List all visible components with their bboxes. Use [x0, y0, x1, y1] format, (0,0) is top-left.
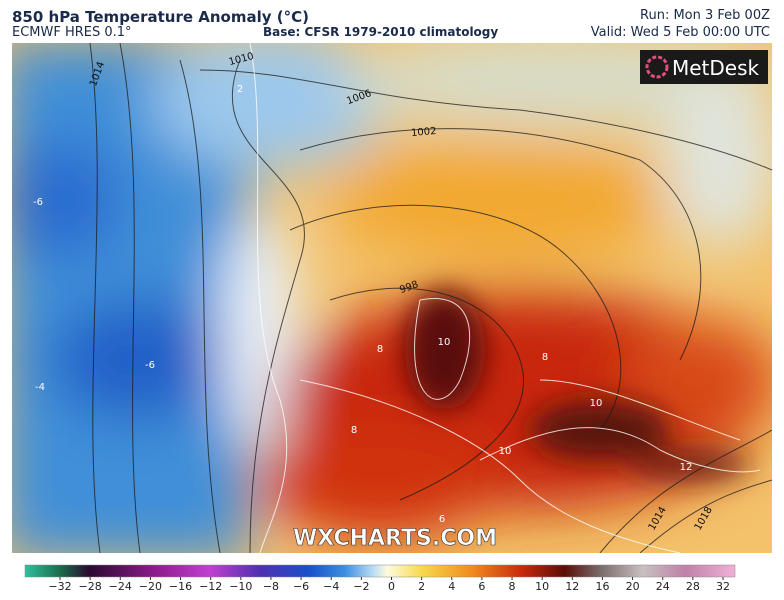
colorbar-label: −2: [353, 580, 369, 593]
contour-label: 8: [542, 352, 548, 363]
colorbar-label: 24: [656, 580, 670, 593]
logo-text: MetDesk: [672, 56, 760, 80]
colorbar-label: −24: [109, 580, 132, 593]
colorbar-label: −4: [323, 580, 339, 593]
contour-label: 8: [351, 425, 357, 436]
contour-label: 10: [590, 398, 603, 409]
colorbar: [24, 564, 736, 578]
contour-label: -6: [33, 197, 43, 208]
colorbar-label: −10: [229, 580, 252, 593]
run-label: Run: Mon 3 Feb 00Z: [640, 8, 770, 23]
colorbar-label: 16: [595, 580, 609, 593]
contour-label: 2: [237, 84, 243, 95]
colorbar-label: 32: [716, 580, 730, 593]
colorbar-label: 20: [626, 580, 640, 593]
contour-label: -6: [145, 360, 155, 371]
contour-label: 10: [499, 446, 512, 457]
colorbar-label: −12: [199, 580, 222, 593]
valid-label: Valid: Wed 5 Feb 00:00 UTC: [590, 25, 770, 40]
contour-label: -4: [35, 382, 45, 393]
colorbar-label: 10: [535, 580, 549, 593]
colorbar-label: −8: [263, 580, 279, 593]
contour-label: 10: [438, 337, 451, 348]
colorbar-label: 28: [686, 580, 700, 593]
colorbar-label: −32: [48, 580, 71, 593]
contour-label: 6: [439, 514, 445, 525]
base-label: Base: CFSR 1979-2010 climatology: [263, 25, 499, 39]
contour-label: 12: [680, 462, 693, 473]
colorbar-label: 8: [509, 580, 516, 593]
contour-label: 1002: [411, 126, 437, 139]
colorbar-label: 6: [478, 580, 485, 593]
watermark: WXCHARTS.COM: [293, 526, 497, 551]
logo: MetDesk: [640, 50, 768, 84]
colorbar-label: 4: [448, 580, 455, 593]
colorbar-label: 0: [388, 580, 395, 593]
colorbar-label: −6: [293, 580, 309, 593]
colorbar-label: 12: [565, 580, 579, 593]
map-title: 850 hPa Temperature Anomaly (°C): [12, 8, 309, 26]
model-label: ECMWF HRES 0.1°: [12, 25, 132, 40]
colorbar-label: −16: [169, 580, 192, 593]
colorbar-label: −28: [79, 580, 102, 593]
colorbar-label: −20: [139, 580, 162, 593]
colorbar-label: 2: [418, 580, 425, 593]
contour-label: 8: [377, 344, 383, 355]
